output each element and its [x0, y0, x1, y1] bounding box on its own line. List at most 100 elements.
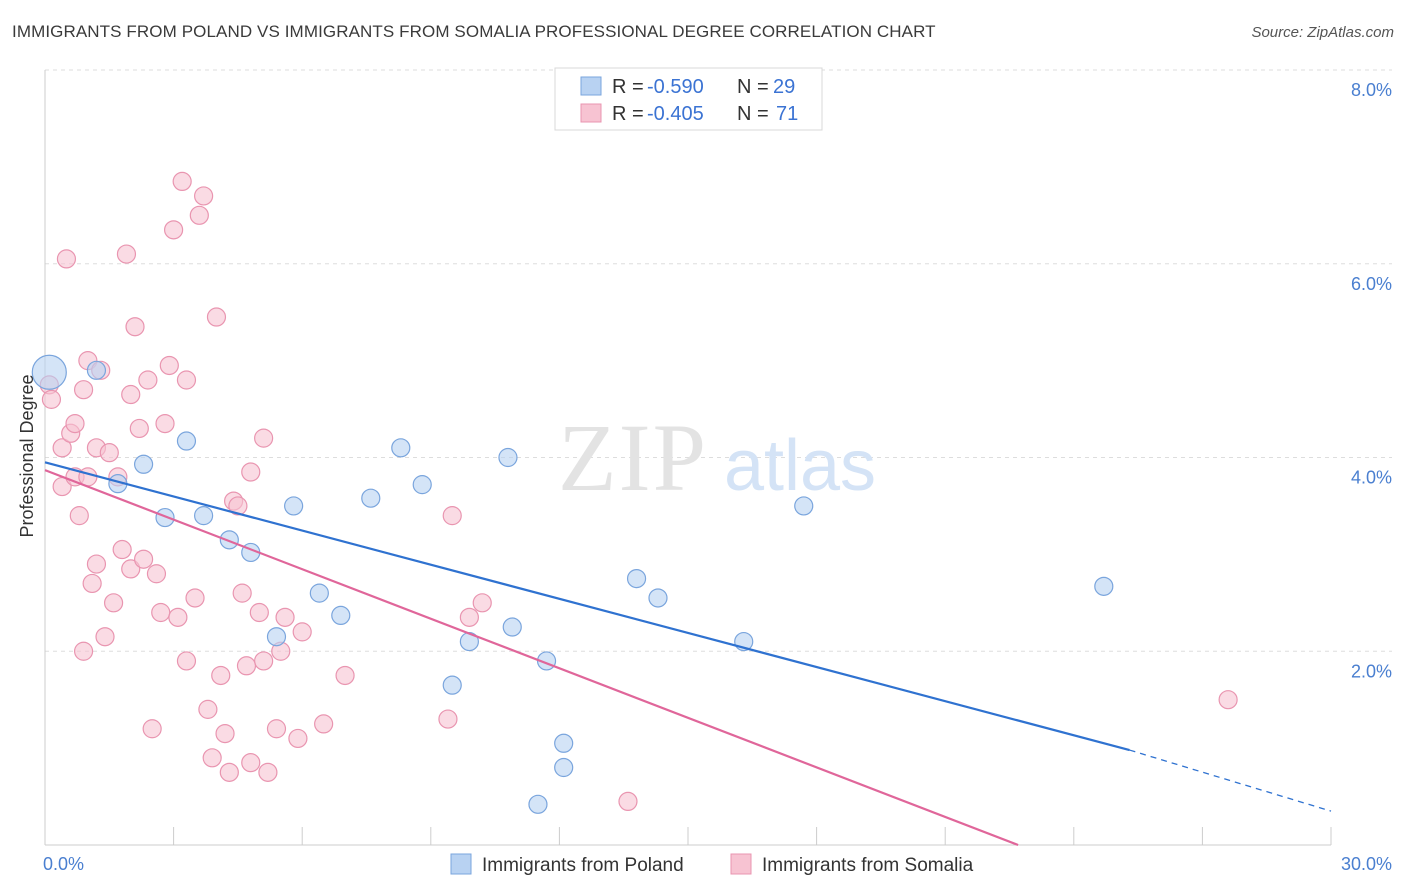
axes: [44, 70, 1332, 846]
somalia-point: [275, 607, 295, 627]
somalia-point: [266, 719, 287, 739]
poland-point: [133, 454, 154, 474]
somalia-point: [121, 384, 141, 405]
somalia-point: [73, 641, 94, 661]
somalia-point: [164, 220, 184, 240]
y-axis-label: Professional Degree: [17, 374, 37, 537]
watermark-atlas: atlas: [724, 426, 876, 506]
chart-title: IMMIGRANTS FROM POLAND VS IMMIGRANTS FRO…: [12, 22, 936, 41]
poland-point: [155, 507, 175, 528]
y-tick-label: 4.0%: [1351, 468, 1392, 488]
somalia-point: [202, 748, 222, 768]
somalia-point: [472, 593, 492, 613]
grid-lines: [45, 69, 1392, 652]
somalia-point: [172, 171, 192, 192]
poland-point: [1094, 576, 1114, 596]
somalia-point: [125, 317, 145, 337]
poland-point: [442, 675, 462, 695]
legend-swatch-somalia: [580, 103, 602, 123]
somalia-point: [1218, 690, 1238, 710]
poland-trend-line: [44, 461, 1130, 752]
somalia-point: [236, 656, 257, 676]
somalia-point: [142, 719, 162, 739]
poland-point: [391, 438, 411, 458]
somalia-point: [215, 723, 235, 744]
somalia-point: [189, 205, 209, 225]
somalia-point: [194, 186, 214, 206]
legend-poland-n: 29: [773, 76, 795, 98]
y-tick-labels: 2.0% 4.0% 6.0% 8.0%: [1351, 80, 1392, 681]
somalia-point: [146, 564, 167, 584]
poland-point: [266, 627, 287, 647]
poland-point: [412, 475, 432, 495]
poland-point: [648, 588, 668, 608]
somalia-point: [228, 496, 248, 516]
poland-point: [219, 530, 239, 550]
somalia-point: [335, 665, 355, 686]
poland-point: [86, 360, 107, 380]
poland-point: [554, 757, 574, 778]
somalia-point: [56, 249, 77, 269]
somalia-point: [618, 791, 638, 812]
somalia-point: [82, 573, 102, 594]
poland-point: [361, 488, 381, 508]
legend: R = -0.590 N = 29 R = -0.405 N = 71: [554, 67, 823, 131]
somalia-point: [219, 762, 239, 782]
somalia-point: [254, 651, 274, 671]
somalia-point: [52, 438, 72, 458]
poland-point: [498, 447, 518, 468]
somalia-point: [249, 602, 269, 623]
poland-point: [502, 617, 522, 637]
y-tick-label: 8.0%: [1351, 80, 1392, 100]
somalia-point: [129, 418, 149, 439]
somalia-point: [185, 588, 205, 608]
poland-point: [331, 605, 351, 626]
somalia-trend-line: [44, 469, 1019, 847]
somalia-point: [73, 380, 94, 400]
somalia-point: [103, 593, 124, 613]
somalia-point: [168, 607, 188, 627]
somalia-point: [151, 602, 171, 623]
somalia-point: [41, 389, 62, 409]
somalia-point: [442, 506, 462, 526]
y-tick-label: 6.0%: [1351, 274, 1392, 294]
somalia-point: [198, 699, 218, 719]
poland-point: [309, 583, 329, 603]
legend-swatch-poland: [580, 76, 602, 96]
bottom-legend-somalia: Immigrants from Somalia: [762, 855, 974, 876]
poland-point: [626, 568, 647, 589]
legend-n-label: N =: [737, 103, 769, 125]
somalia-point: [292, 622, 312, 642]
somalia-point: [241, 753, 261, 773]
somalia-point: [232, 583, 252, 603]
poland-point: [176, 431, 197, 451]
poland-trend-extension: [1129, 749, 1332, 812]
legend-n-label: N =: [737, 76, 769, 98]
somalia-point: [86, 554, 107, 574]
somalia-point: [288, 728, 308, 749]
watermark-zip: ZIP: [558, 404, 708, 511]
somalia-point: [176, 651, 197, 671]
trend-lines: [44, 461, 1332, 847]
somalia-point: [99, 443, 119, 463]
bottom-legend: Immigrants from Poland Immigrants from S…: [450, 853, 974, 876]
somalia-point: [206, 307, 227, 327]
somalia-point: [95, 627, 115, 647]
bottom-legend-swatch-somalia: [730, 853, 752, 875]
poland-point: [554, 733, 574, 753]
poland-point: [284, 496, 304, 516]
somalia-point: [65, 413, 85, 434]
bottom-legend-swatch-poland: [450, 853, 472, 875]
somalia-point: [258, 762, 278, 782]
legend-r-label: R =: [612, 103, 644, 125]
somalia-point: [314, 714, 334, 734]
source-label: Source: ZipAtlas.com: [1251, 24, 1394, 41]
somalia-point: [121, 559, 141, 579]
poland-point: [31, 354, 67, 390]
somalia-point: [138, 370, 158, 390]
poland-point: [528, 794, 548, 814]
somalia-point: [459, 607, 479, 627]
somalia-point: [133, 549, 154, 569]
somalia-point: [155, 413, 175, 434]
